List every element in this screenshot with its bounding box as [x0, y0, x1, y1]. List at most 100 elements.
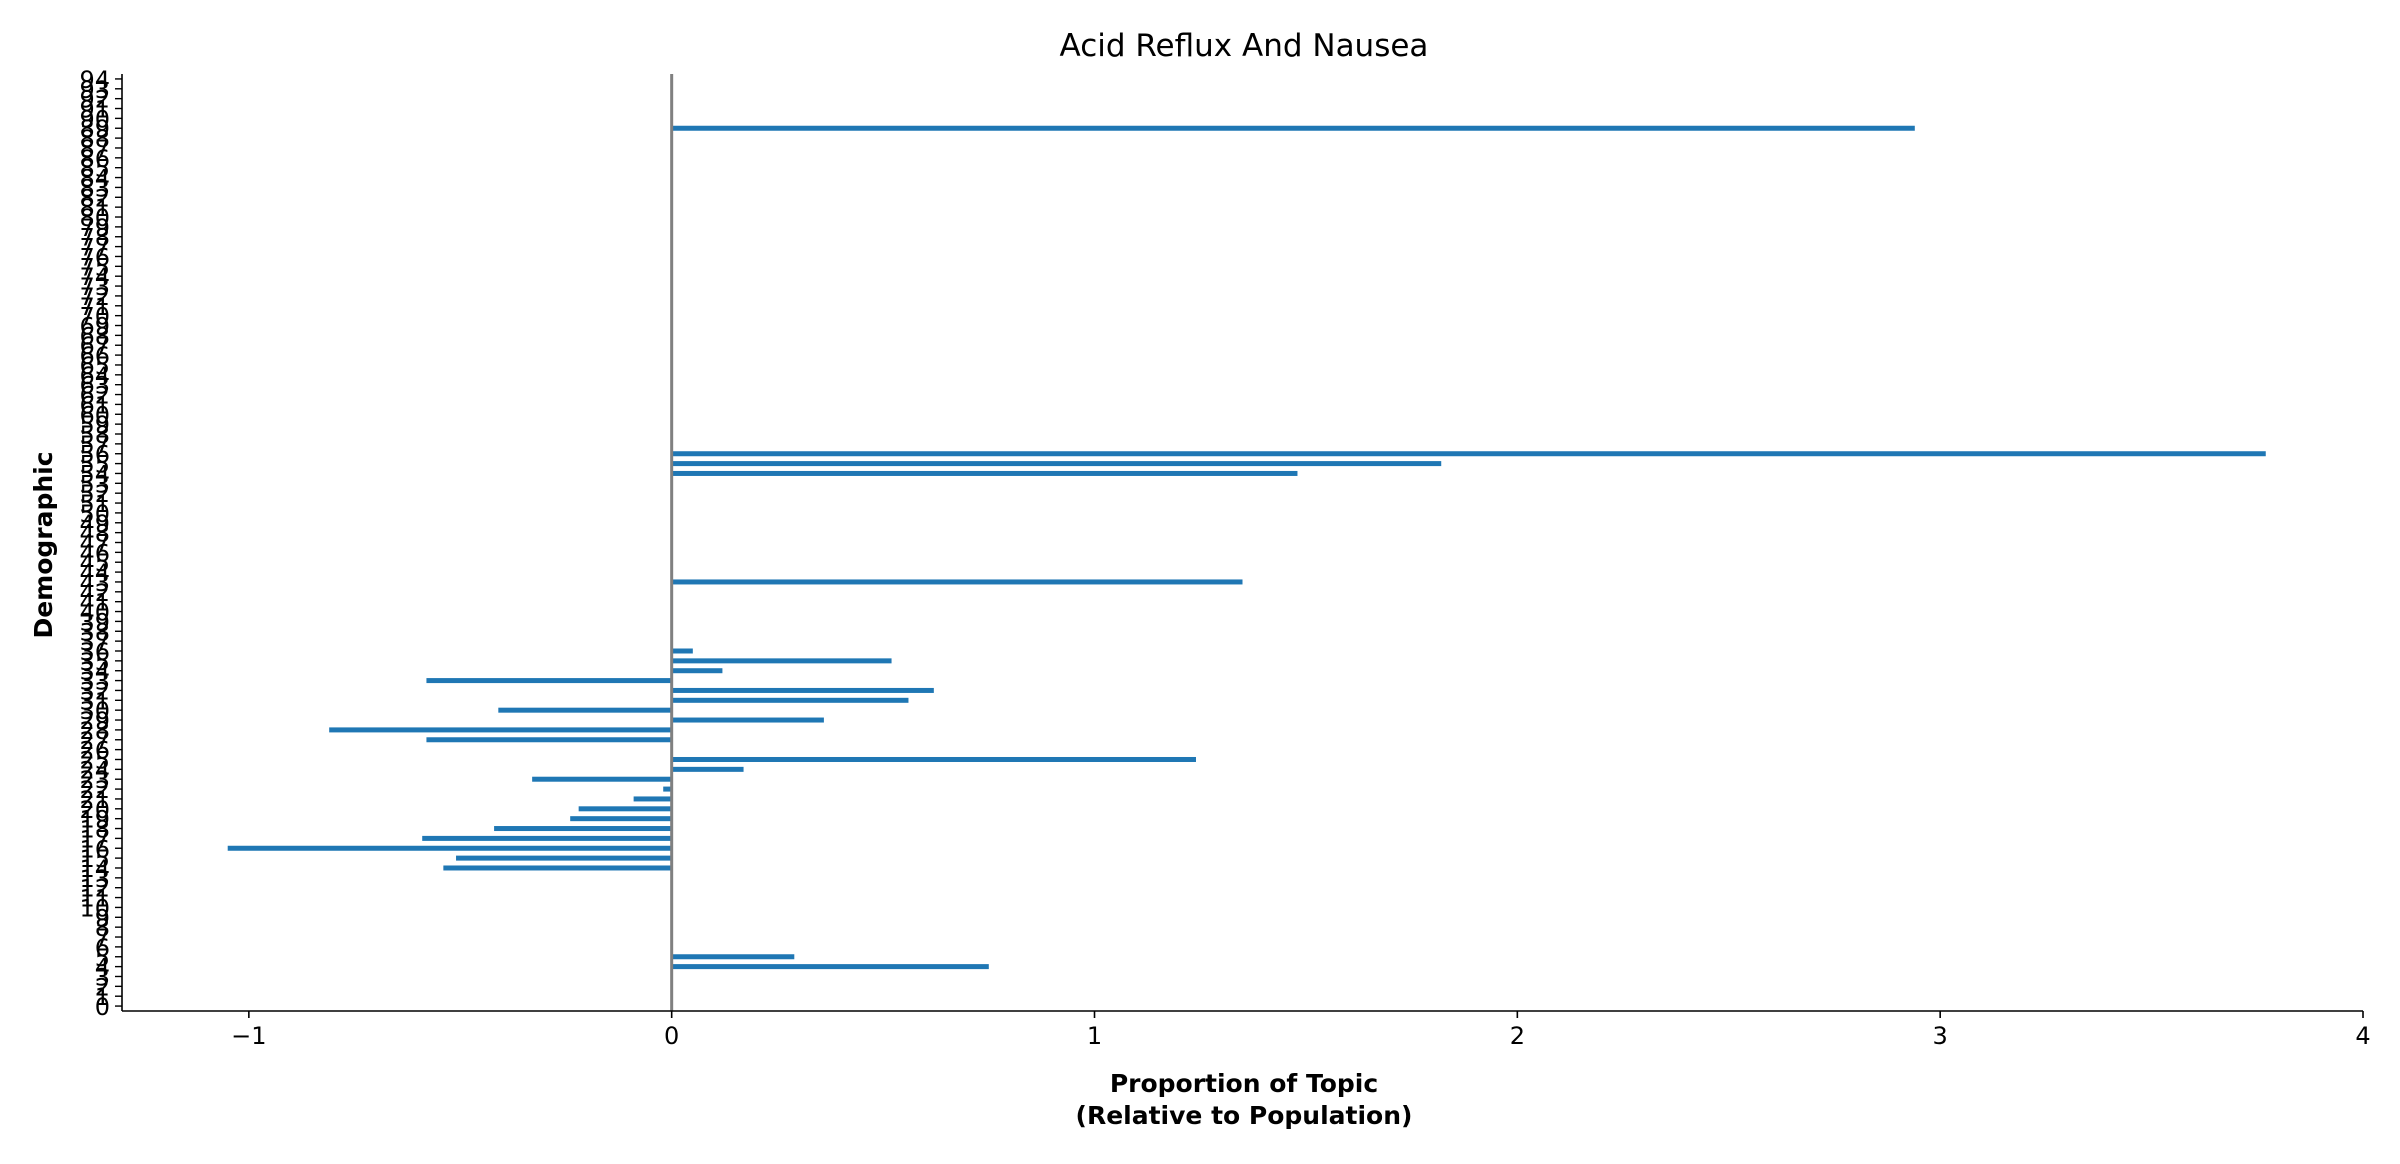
y-tick-label: 16: [79, 835, 110, 863]
y-tick-label: 2: [95, 973, 110, 1001]
y-tick-label: 66: [79, 342, 110, 370]
y-tick-label: 12: [79, 875, 110, 903]
y-tick-label: 17: [79, 825, 110, 853]
y-tick-label: 52: [79, 480, 110, 508]
y-tick-label: 33: [79, 668, 110, 696]
x-axis-label-line2: (Relative to Population): [1076, 1101, 1413, 1130]
y-tick-label: 19: [79, 806, 110, 834]
y-tick-label: 77: [79, 234, 110, 262]
y-tick-label: 76: [79, 243, 110, 271]
y-tick-label: 81: [79, 194, 110, 222]
y-tick-label: 42: [79, 579, 110, 607]
y-tick-label: 71: [79, 293, 110, 321]
x-axis-label-line1: Proportion of Topic: [1110, 1069, 1378, 1098]
y-tick-label: 23: [79, 766, 110, 794]
y-tick-label: 15: [79, 845, 110, 873]
y-tick-label: 56: [79, 441, 110, 469]
y-tick-label: 83: [79, 174, 110, 202]
bar-24: [671, 766, 744, 772]
y-tick-label: 94: [79, 66, 110, 94]
y-tick-label: 62: [79, 382, 110, 410]
y-tick-label: 32: [79, 677, 110, 705]
y-tick-label: 79: [79, 214, 110, 242]
x-tick-label: 2: [1510, 1022, 1525, 1050]
y-tick-label: 31: [79, 687, 110, 715]
y-tick-label: 20: [79, 796, 110, 824]
y-tick-label: 34: [79, 658, 110, 686]
y-tick-label: 53: [79, 470, 110, 498]
y-tick-label: 46: [79, 539, 110, 567]
bar-33: [426, 678, 672, 684]
y-tick-label: 51: [79, 490, 110, 518]
y-tick-label: 27: [79, 727, 110, 755]
y-tick-label: 70: [79, 303, 110, 331]
y-tick-label: 54: [79, 460, 110, 488]
y-tick-label: 6: [95, 934, 110, 962]
y-tick-label: 67: [79, 332, 110, 360]
x-tick-label: 4: [2355, 1022, 2370, 1050]
bar-14: [443, 865, 672, 871]
y-tick-label: 63: [79, 372, 110, 400]
bar-17: [422, 835, 672, 841]
x-axis-ticks: −1 0 1 2 3 4: [231, 1011, 2371, 1050]
y-tick-label: 60: [79, 401, 110, 429]
y-tick-label: 44: [79, 559, 110, 587]
y-tick-label: 7: [95, 924, 110, 952]
y-tick-label: 68: [79, 322, 110, 350]
bar-20: [578, 806, 672, 812]
y-tick-label: 61: [79, 391, 110, 419]
bar-43: [671, 579, 1243, 585]
y-tick-label: 92: [79, 86, 110, 114]
bar-30: [498, 707, 672, 713]
bar-29: [671, 717, 824, 723]
y-tick-label: 80: [79, 204, 110, 232]
bar-22: [663, 786, 672, 792]
x-tick-label: −1: [231, 1022, 266, 1050]
y-tick-label: 25: [79, 746, 110, 774]
y-tick-label: 86: [79, 145, 110, 173]
y-tick-label: 29: [79, 707, 110, 735]
bar-21: [633, 796, 672, 802]
y-tick-label: 24: [79, 756, 110, 784]
bar-34: [671, 668, 723, 674]
y-tick-label: 93: [79, 76, 110, 104]
bar-4: [671, 964, 989, 970]
bar-31: [671, 697, 909, 703]
y-tick-label: 39: [79, 608, 110, 636]
y-tick-label: 74: [79, 263, 110, 291]
bar-15: [456, 855, 672, 861]
y-tick-label: 47: [79, 530, 110, 558]
y-tick-label: 73: [79, 273, 110, 301]
y-tick-label: 3: [95, 963, 110, 991]
y-axis-label: Demographic: [29, 451, 58, 638]
y-tick-label: 26: [79, 737, 110, 765]
y-tick-label: 18: [79, 816, 110, 844]
chart-title: Acid Reflux And Nausea: [1060, 28, 1429, 64]
y-tick-label: 30: [79, 697, 110, 725]
y-tick-label: 5: [95, 944, 110, 972]
bar-89: [671, 125, 1915, 131]
y-tick-label: 14: [79, 855, 110, 883]
y-tick-label: 1: [95, 983, 110, 1011]
y-axis-ticks: 0123456789101112131415161718192021222324…: [79, 66, 122, 1021]
y-tick-label: 40: [79, 599, 110, 627]
bar-19: [570, 816, 672, 822]
y-tick-label: 75: [79, 253, 110, 281]
y-tick-label: 49: [79, 510, 110, 538]
y-tick-label: 48: [79, 520, 110, 548]
y-tick-label: 87: [79, 135, 110, 163]
y-tick-label: 0: [95, 993, 110, 1021]
y-tick-label: 55: [79, 451, 110, 479]
y-tick-label: 41: [79, 589, 110, 617]
bar-54: [671, 470, 1298, 476]
bar-35: [671, 658, 892, 664]
y-tick-label: 65: [79, 352, 110, 380]
x-tick-label: 1: [1087, 1022, 1102, 1050]
y-tick-label: 11: [79, 885, 110, 913]
y-tick-label: 59: [79, 411, 110, 439]
y-tick-label: 45: [79, 549, 110, 577]
y-tick-label: 82: [79, 184, 110, 212]
y-tick-label: 28: [79, 717, 110, 745]
